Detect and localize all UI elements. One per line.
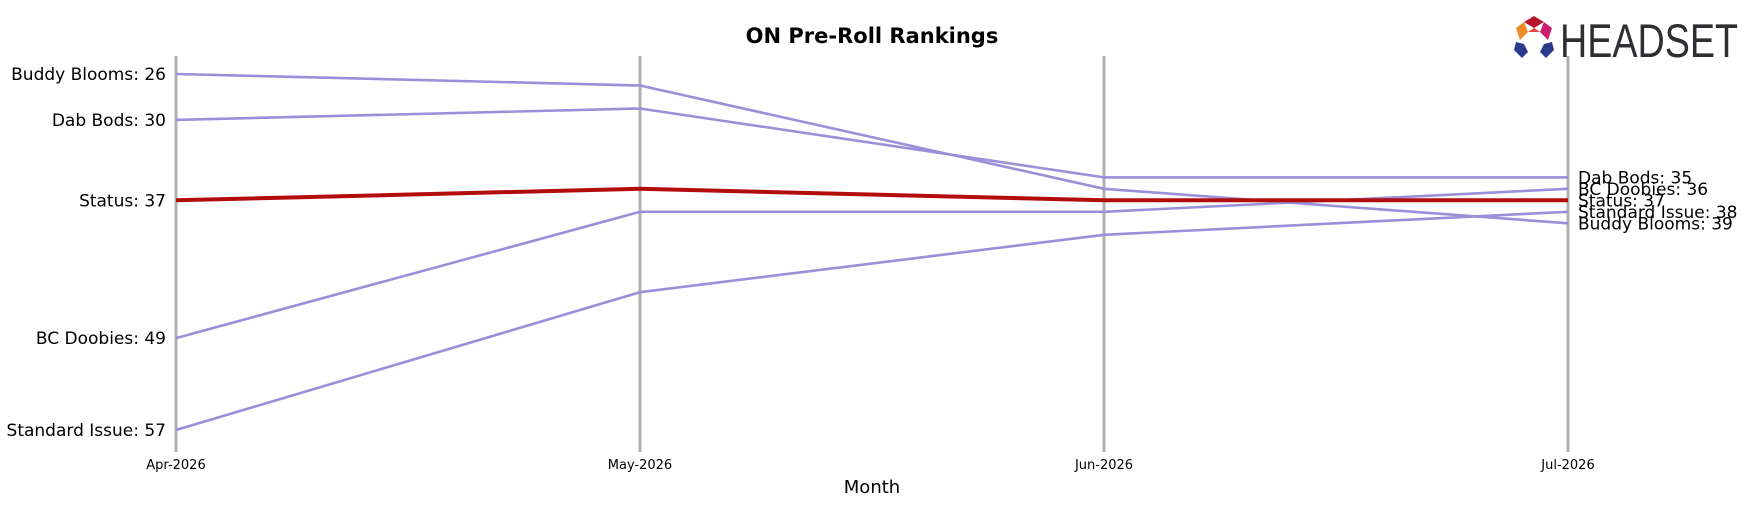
end-label-dab-bods: Dab Bods: 35	[1578, 168, 1692, 188]
series-line-dab-bods	[175, 107, 1568, 179]
series-lines	[175, 72, 1569, 432]
x-axis-label: Month	[844, 477, 900, 498]
x-tick-label: Jun-2026	[1074, 458, 1133, 473]
end-label-bc-doobies: BC Doobies: 36	[1578, 180, 1708, 200]
month-grid-lines	[174, 56, 1570, 452]
x-tick-label: Jul-2026	[1540, 458, 1594, 473]
end-label-standard-issue: Standard Issue: 38	[1578, 203, 1737, 223]
start-label-standard-issue: Standard Issue: 57	[7, 421, 166, 441]
end-label-buddy-blooms: Buddy Blooms: 39	[1578, 214, 1733, 234]
headset-logo: HEADSET	[1514, 14, 1738, 64]
series-line-standard-issue	[175, 210, 1569, 432]
x-tick-label: May-2026	[608, 458, 672, 473]
headset-hexagon-logo-icon	[1514, 16, 1554, 58]
chart-title: ON Pre-Roll Rankings	[746, 24, 999, 48]
end-label-status: Status: 37	[1578, 191, 1665, 211]
start-label-dab-bods: Dab Bods: 30	[52, 111, 166, 131]
series-labels: Buddy Blooms: 26 Buddy Blooms: 39 Dab Bods…	[7, 65, 1738, 441]
start-label-bc-doobies: BC Doobies: 49	[36, 329, 166, 349]
series-line-buddy-blooms	[175, 72, 1569, 225]
x-axis-ticks: Apr-2026 May-2026 Jun-2026 Jul-2026	[146, 458, 1594, 473]
start-label-buddy-blooms: Buddy Blooms: 26	[11, 65, 166, 85]
logo-wordmark: HEADSET	[1560, 14, 1738, 64]
x-tick-label: Apr-2026	[146, 458, 205, 473]
series-line-status	[175, 186, 1568, 203]
start-label-status: Status: 37	[79, 191, 166, 211]
